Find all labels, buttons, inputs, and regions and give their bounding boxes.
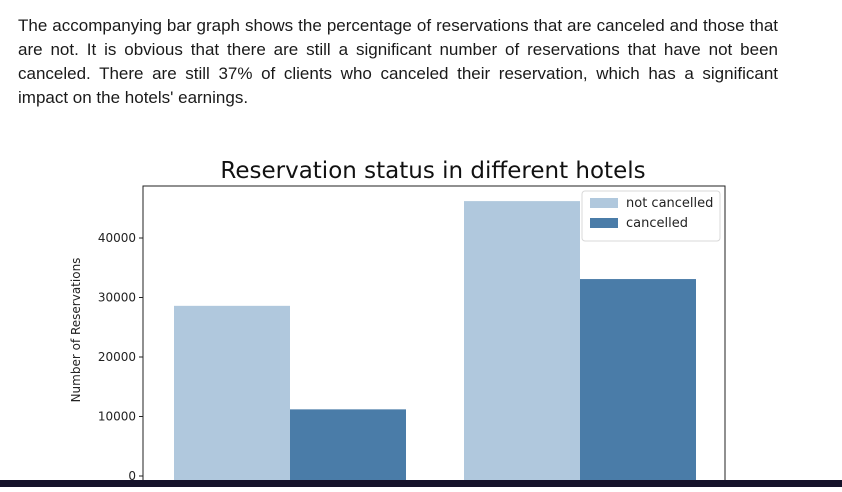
legend-label: cancelled [626,216,688,231]
bar-cancelled-1 [290,409,406,488]
y-tick-label: 20000 [98,350,136,364]
legend-label: not cancelled [626,196,713,211]
chart-title: Reservation status in different hotels [220,158,645,184]
y-tick-label: 10000 [98,410,136,424]
legend-swatch [590,218,618,228]
bar-not-cancelled-2 [464,201,580,489]
y-tick-label: 30000 [98,291,136,305]
bar-cancelled-2 [580,279,696,488]
description-paragraph: The accompanying bar graph shows the per… [18,16,778,107]
bottom-bar [0,480,842,487]
bar-not-cancelled-1 [174,305,290,488]
y-tick-label: 0 [128,469,136,483]
legend: not cancelled cancelled [581,190,721,242]
y-axis-label: Number of Reservations [69,258,83,403]
legend-swatch [590,198,618,208]
y-ticks-group: 0 10000 20000 30000 40000 [98,231,143,483]
bars-group [174,201,696,489]
y-tick-label: 40000 [98,231,136,245]
